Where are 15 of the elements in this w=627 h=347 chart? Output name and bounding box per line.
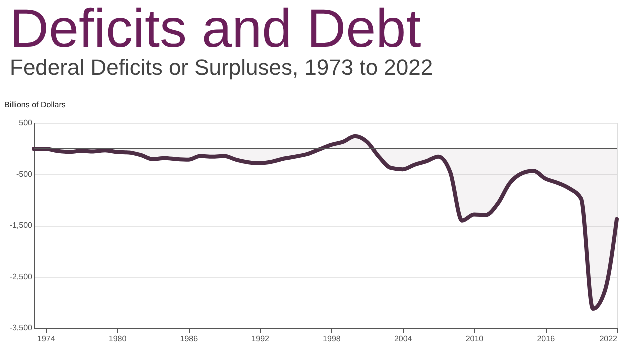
y-axis-title: Billions of Dollars: [4, 100, 66, 110]
y-tick-label: -1,500: [10, 221, 34, 230]
y-tick-label: -2,500: [10, 272, 34, 282]
x-tick-label: 2022: [600, 334, 618, 344]
y-tick-label: 500: [19, 118, 34, 128]
y-tick-label: -500: [16, 170, 34, 179]
x-tick-label: 1974: [38, 334, 56, 344]
x-tick-label: 1992: [252, 334, 270, 344]
x-tick-label: 1980: [108, 334, 128, 344]
x-tick-label: 1998: [323, 334, 342, 344]
x-tick-label: 2010: [466, 334, 484, 344]
y-tick-label: -3,500: [10, 324, 34, 332]
x-tick-label: 2016: [537, 334, 556, 344]
x-tick-label: 1986: [180, 334, 199, 344]
x-tick-label: 2004: [394, 334, 413, 344]
